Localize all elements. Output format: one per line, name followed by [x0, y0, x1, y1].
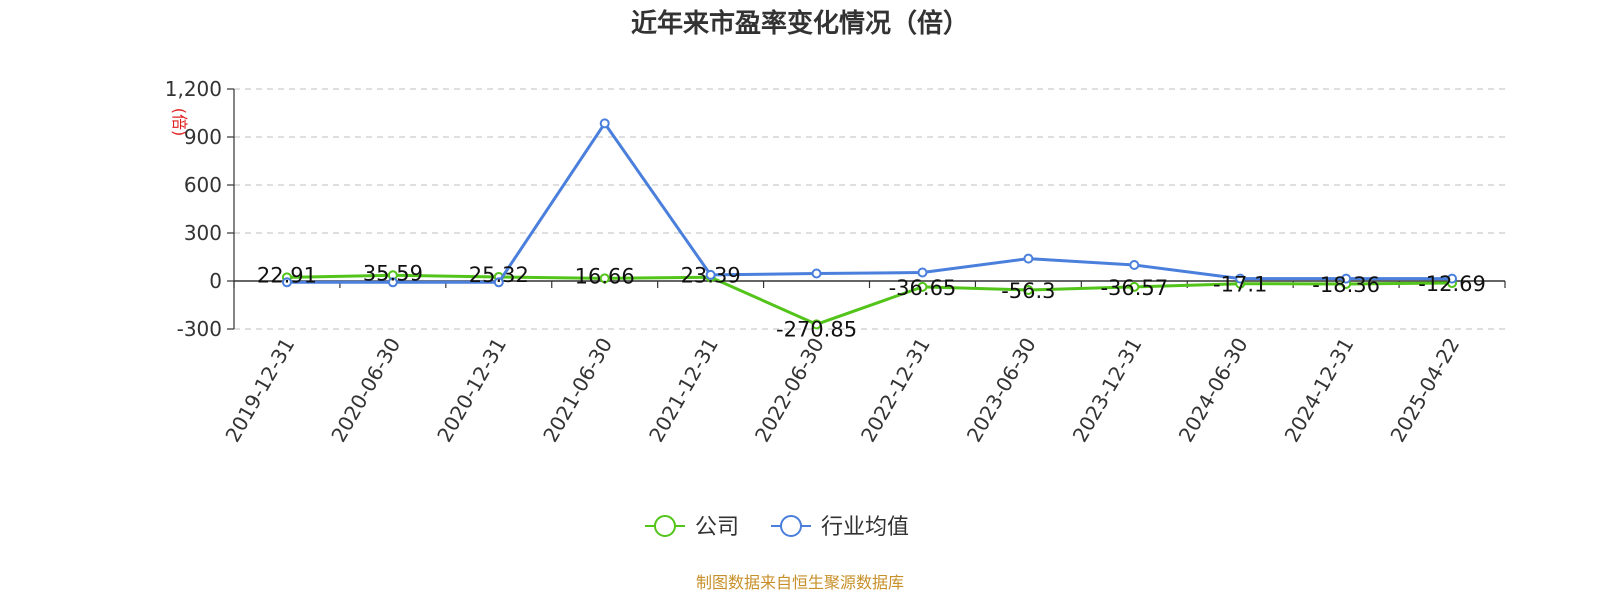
- legend: 公司 行业均值: [645, 515, 909, 540]
- data-label: -12.69: [1418, 272, 1486, 296]
- data-label: -36.65: [889, 276, 957, 300]
- y-tick-label: 600: [184, 173, 222, 197]
- x-tick-label: 2023-12-31: [1068, 334, 1147, 447]
- data-label: -17.1: [1213, 273, 1267, 297]
- x-tick-label: 2023-06-30: [962, 334, 1041, 447]
- data-point: [599, 118, 610, 129]
- data-label: -36.57: [1100, 276, 1168, 300]
- data-point: [493, 277, 504, 288]
- series-line: [286, 121, 1453, 284]
- data-point: [917, 281, 928, 292]
- legend-marker: [654, 515, 676, 537]
- data-label: 22.91: [257, 263, 317, 287]
- x-tick-label: 2024-06-30: [1174, 334, 1253, 447]
- y-tick-label: 0: [209, 269, 222, 293]
- y-tick-label: -300: [177, 317, 222, 341]
- chart-title: 近年来市盈率变化情况（倍）: [631, 8, 969, 39]
- data-label: -270.85: [776, 317, 857, 341]
- data-source-note: 制图数据来自恒生聚源数据库: [696, 573, 904, 592]
- data-point: [1341, 273, 1352, 284]
- data-point: [1129, 260, 1140, 270]
- data-label: -56.3: [1001, 279, 1055, 303]
- x-tick-label: 2020-06-30: [326, 334, 405, 447]
- data-point: [387, 277, 398, 288]
- legend-marker: [780, 515, 802, 537]
- data-label: 23.39: [681, 263, 741, 287]
- data-labels: 22.91 35.59 25.32 16.66 23.39 -270.85 -36.65 -5…: [257, 261, 1486, 341]
- legend-label: 行业均值: [821, 515, 909, 540]
- x-tick-label: 2020-12-31: [432, 333, 511, 446]
- y-tick-label: 900: [184, 125, 222, 149]
- data-point: [811, 319, 822, 330]
- data-label: 35.59: [363, 261, 423, 285]
- x-tick-label: 2024-12-31: [1280, 334, 1359, 447]
- data-label: 16.66: [575, 264, 635, 288]
- data-point: [1023, 253, 1034, 264]
- data-point: [599, 273, 610, 284]
- data-point: [811, 268, 822, 279]
- x-tick-label: 2022-06-30: [750, 334, 829, 447]
- data-point: [1447, 273, 1458, 284]
- data-point: [281, 277, 292, 288]
- y-axis-unit-label: (倍): [170, 108, 189, 137]
- data-point: [1129, 281, 1140, 292]
- data-label: -18.36: [1312, 273, 1380, 297]
- series-line: [286, 273, 1453, 326]
- y-tick-label: 300: [184, 221, 222, 245]
- data-point: [1235, 273, 1246, 284]
- x-tick-label: 2022-12-31: [856, 333, 935, 446]
- y-tick-label: 1,200: [165, 77, 222, 101]
- x-tick-label: 2019-12-31: [220, 334, 299, 447]
- data-point: [1023, 285, 1034, 296]
- x-tick-label: 2025-04-22: [1385, 334, 1464, 447]
- data-point: [917, 267, 928, 278]
- data-point: [705, 269, 716, 280]
- x-tick-label: 2021-06-30: [538, 334, 617, 447]
- grid-lines: [234, 88, 1505, 330]
- series-layer: [281, 118, 1458, 330]
- x-tick-label: 2021-12-31: [644, 334, 723, 447]
- data-label: 25.32: [469, 263, 529, 287]
- legend-label: 公司: [695, 515, 739, 540]
